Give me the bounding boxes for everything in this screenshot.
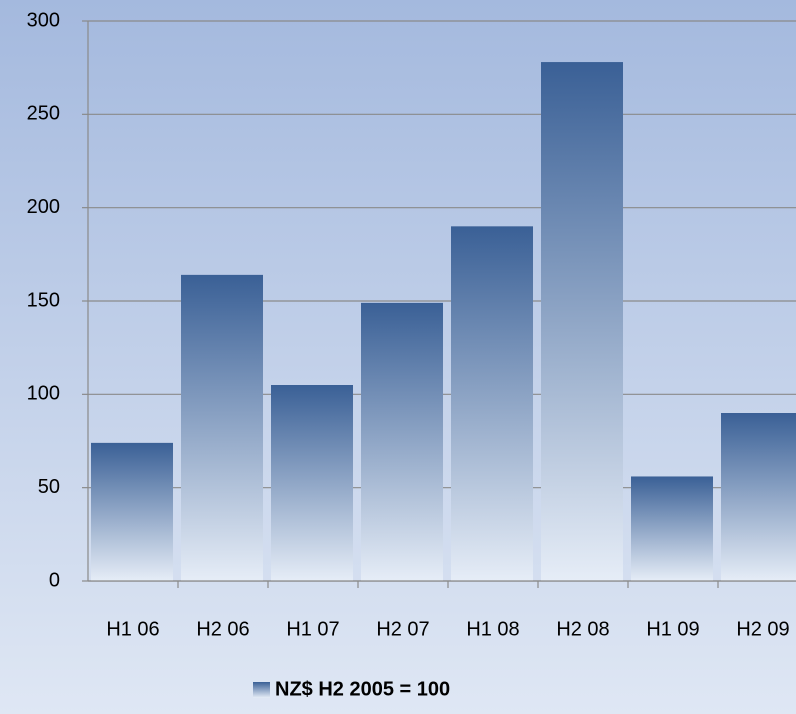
bar: [631, 476, 713, 581]
y-tick-label: 250: [27, 103, 60, 125]
x-tick-label: H1 09: [646, 618, 699, 640]
bar: [451, 226, 533, 582]
legend-swatch: [253, 682, 270, 698]
x-tick-label: H2 09: [736, 618, 789, 640]
x-tick-label: H2 06: [196, 618, 249, 640]
y-tick-label: 0: [49, 569, 60, 591]
x-tick-label: H1 07: [286, 618, 339, 640]
x-tick-label: H1 08: [466, 618, 519, 640]
bar: [361, 302, 443, 581]
y-tick-label: 50: [38, 476, 60, 498]
legend-label: NZ$ H2 2005 = 100: [275, 678, 450, 700]
bar: [271, 385, 353, 581]
y-tick-label: 100: [27, 383, 60, 405]
y-tick-label: 150: [27, 289, 60, 311]
x-tick-label: H2 07: [376, 618, 429, 640]
bar: [181, 274, 263, 581]
bar: [721, 413, 796, 581]
y-tick-label: 300: [27, 9, 60, 31]
bar: [91, 442, 173, 581]
x-tick-label: H2 08: [556, 618, 609, 640]
y-tick-label: 200: [27, 196, 60, 218]
x-tick-label: H1 06: [106, 618, 159, 640]
bar: [541, 62, 623, 582]
